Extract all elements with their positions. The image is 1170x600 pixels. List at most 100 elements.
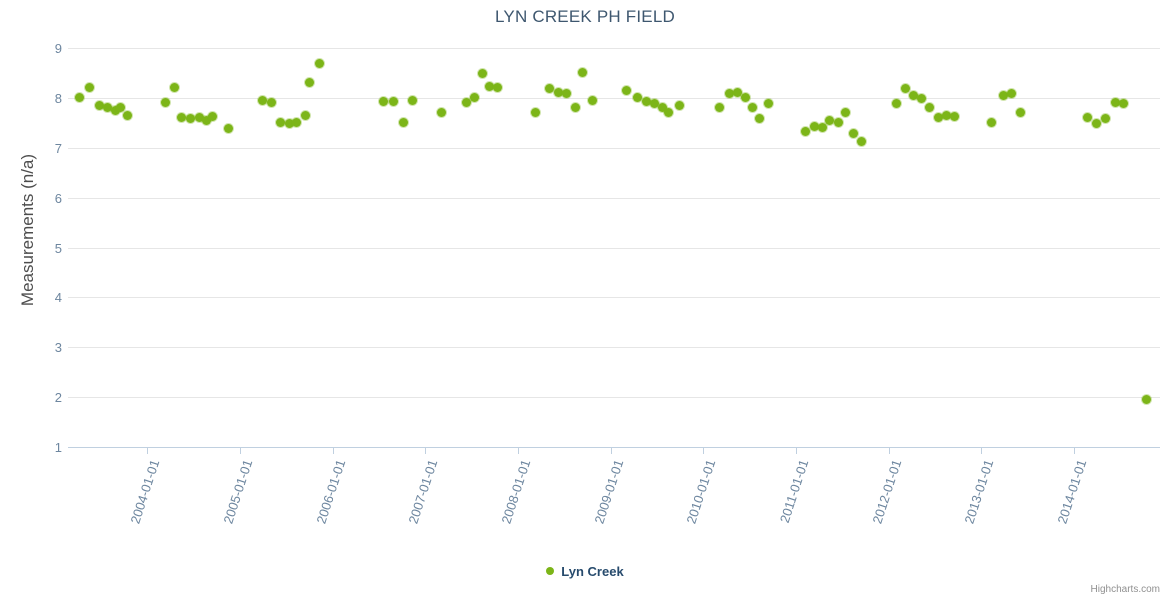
data-point[interactable] — [632, 93, 642, 103]
data-point[interactable] — [284, 119, 294, 129]
data-point[interactable] — [160, 98, 170, 108]
data-point[interactable] — [833, 118, 843, 128]
data-point[interactable] — [577, 68, 587, 78]
data-point[interactable] — [275, 118, 285, 128]
data-point[interactable] — [986, 118, 996, 128]
data-point[interactable] — [207, 112, 217, 122]
data-point[interactable] — [949, 112, 959, 122]
data-point[interactable] — [570, 103, 580, 113]
data-point[interactable] — [407, 95, 417, 105]
data-point[interactable] — [102, 103, 112, 113]
data-point[interactable] — [732, 88, 742, 98]
data-point[interactable] — [1118, 99, 1128, 109]
data-point[interactable] — [300, 110, 310, 120]
circle-marker-icon — [546, 566, 555, 575]
data-point[interactable] — [378, 96, 388, 106]
data-point[interactable] — [740, 93, 750, 103]
data-point[interactable] — [122, 110, 132, 120]
data-point[interactable] — [824, 115, 834, 125]
data-point[interactable] — [304, 78, 314, 88]
x-axis-tick-label: 2006-01-01 — [313, 457, 349, 526]
data-point[interactable] — [817, 123, 827, 133]
data-point[interactable] — [291, 118, 301, 128]
x-axis-tick — [889, 448, 890, 454]
data-point[interactable] — [621, 85, 631, 95]
data-point[interactable] — [641, 97, 651, 107]
x-axis-tick — [703, 448, 704, 454]
data-point[interactable] — [74, 93, 84, 103]
data-point[interactable] — [587, 95, 597, 105]
data-point[interactable] — [1141, 395, 1151, 405]
data-point[interactable] — [674, 100, 684, 110]
data-point[interactable] — [530, 108, 540, 118]
data-point[interactable] — [201, 115, 211, 125]
data-point[interactable] — [916, 94, 926, 104]
data-point[interactable] — [436, 108, 446, 118]
legend-item[interactable]: Lyn Creek — [546, 563, 624, 580]
data-point[interactable] — [223, 124, 233, 134]
data-point[interactable] — [398, 118, 408, 128]
x-axis-tick — [425, 448, 426, 454]
data-point[interactable] — [724, 89, 734, 99]
data-point[interactable] — [194, 113, 204, 123]
legend-item-label: Lyn Creek — [561, 564, 624, 580]
data-point[interactable] — [544, 84, 554, 94]
data-point[interactable] — [941, 110, 951, 120]
data-point[interactable] — [848, 129, 858, 139]
data-point[interactable] — [469, 93, 479, 103]
data-point[interactable] — [998, 90, 1008, 100]
data-point[interactable] — [115, 103, 125, 113]
y-axis-tick-label: 4 — [54, 290, 62, 306]
gridline — [68, 247, 1160, 249]
data-point[interactable] — [561, 89, 571, 99]
data-point[interactable] — [657, 103, 667, 113]
data-point[interactable] — [314, 59, 324, 69]
data-point[interactable] — [809, 122, 819, 132]
data-point[interactable] — [1100, 114, 1110, 124]
data-point[interactable] — [110, 105, 120, 115]
data-point[interactable] — [477, 69, 487, 79]
y-axis-tick-label: 6 — [54, 190, 62, 206]
data-point[interactable] — [649, 99, 659, 109]
data-point[interactable] — [461, 98, 471, 108]
data-point[interactable] — [856, 137, 866, 147]
data-point[interactable] — [908, 90, 918, 100]
data-point[interactable] — [714, 103, 724, 113]
data-point[interactable] — [754, 114, 764, 124]
data-point[interactable] — [924, 103, 934, 113]
gridline — [68, 97, 1160, 99]
data-point[interactable] — [1110, 98, 1120, 108]
data-point[interactable] — [663, 108, 673, 118]
gridline — [68, 147, 1160, 149]
y-axis-tick-label: 3 — [54, 340, 62, 356]
x-axis-tick-label: 2008-01-01 — [498, 457, 534, 526]
data-point[interactable] — [1082, 113, 1092, 123]
data-point[interactable] — [840, 108, 850, 118]
data-point[interactable] — [747, 103, 757, 113]
data-point[interactable] — [1006, 89, 1016, 99]
x-axis-tick-label: 2010-01-01 — [683, 457, 719, 526]
data-point[interactable] — [492, 83, 502, 93]
data-point[interactable] — [185, 114, 195, 124]
x-axis-tick-label: 2007-01-01 — [405, 457, 441, 526]
data-point[interactable] — [94, 100, 104, 110]
data-point[interactable] — [763, 99, 773, 109]
data-point[interactable] — [484, 82, 494, 92]
data-point[interactable] — [176, 113, 186, 123]
data-point[interactable] — [84, 83, 94, 93]
data-point[interactable] — [933, 113, 943, 123]
data-point[interactable] — [257, 95, 267, 105]
data-point[interactable] — [1015, 108, 1025, 118]
data-point[interactable] — [800, 127, 810, 137]
data-point[interactable] — [900, 84, 910, 94]
x-axis-tick — [981, 448, 982, 454]
y-axis-tick-label: 2 — [54, 390, 62, 406]
data-point[interactable] — [266, 98, 276, 108]
data-point[interactable] — [553, 88, 563, 98]
data-point[interactable] — [388, 97, 398, 107]
data-point[interactable] — [891, 99, 901, 109]
highcharts-credits[interactable]: Highcharts.com — [1090, 584, 1160, 595]
data-point[interactable] — [169, 83, 179, 93]
data-point[interactable] — [1091, 119, 1101, 129]
